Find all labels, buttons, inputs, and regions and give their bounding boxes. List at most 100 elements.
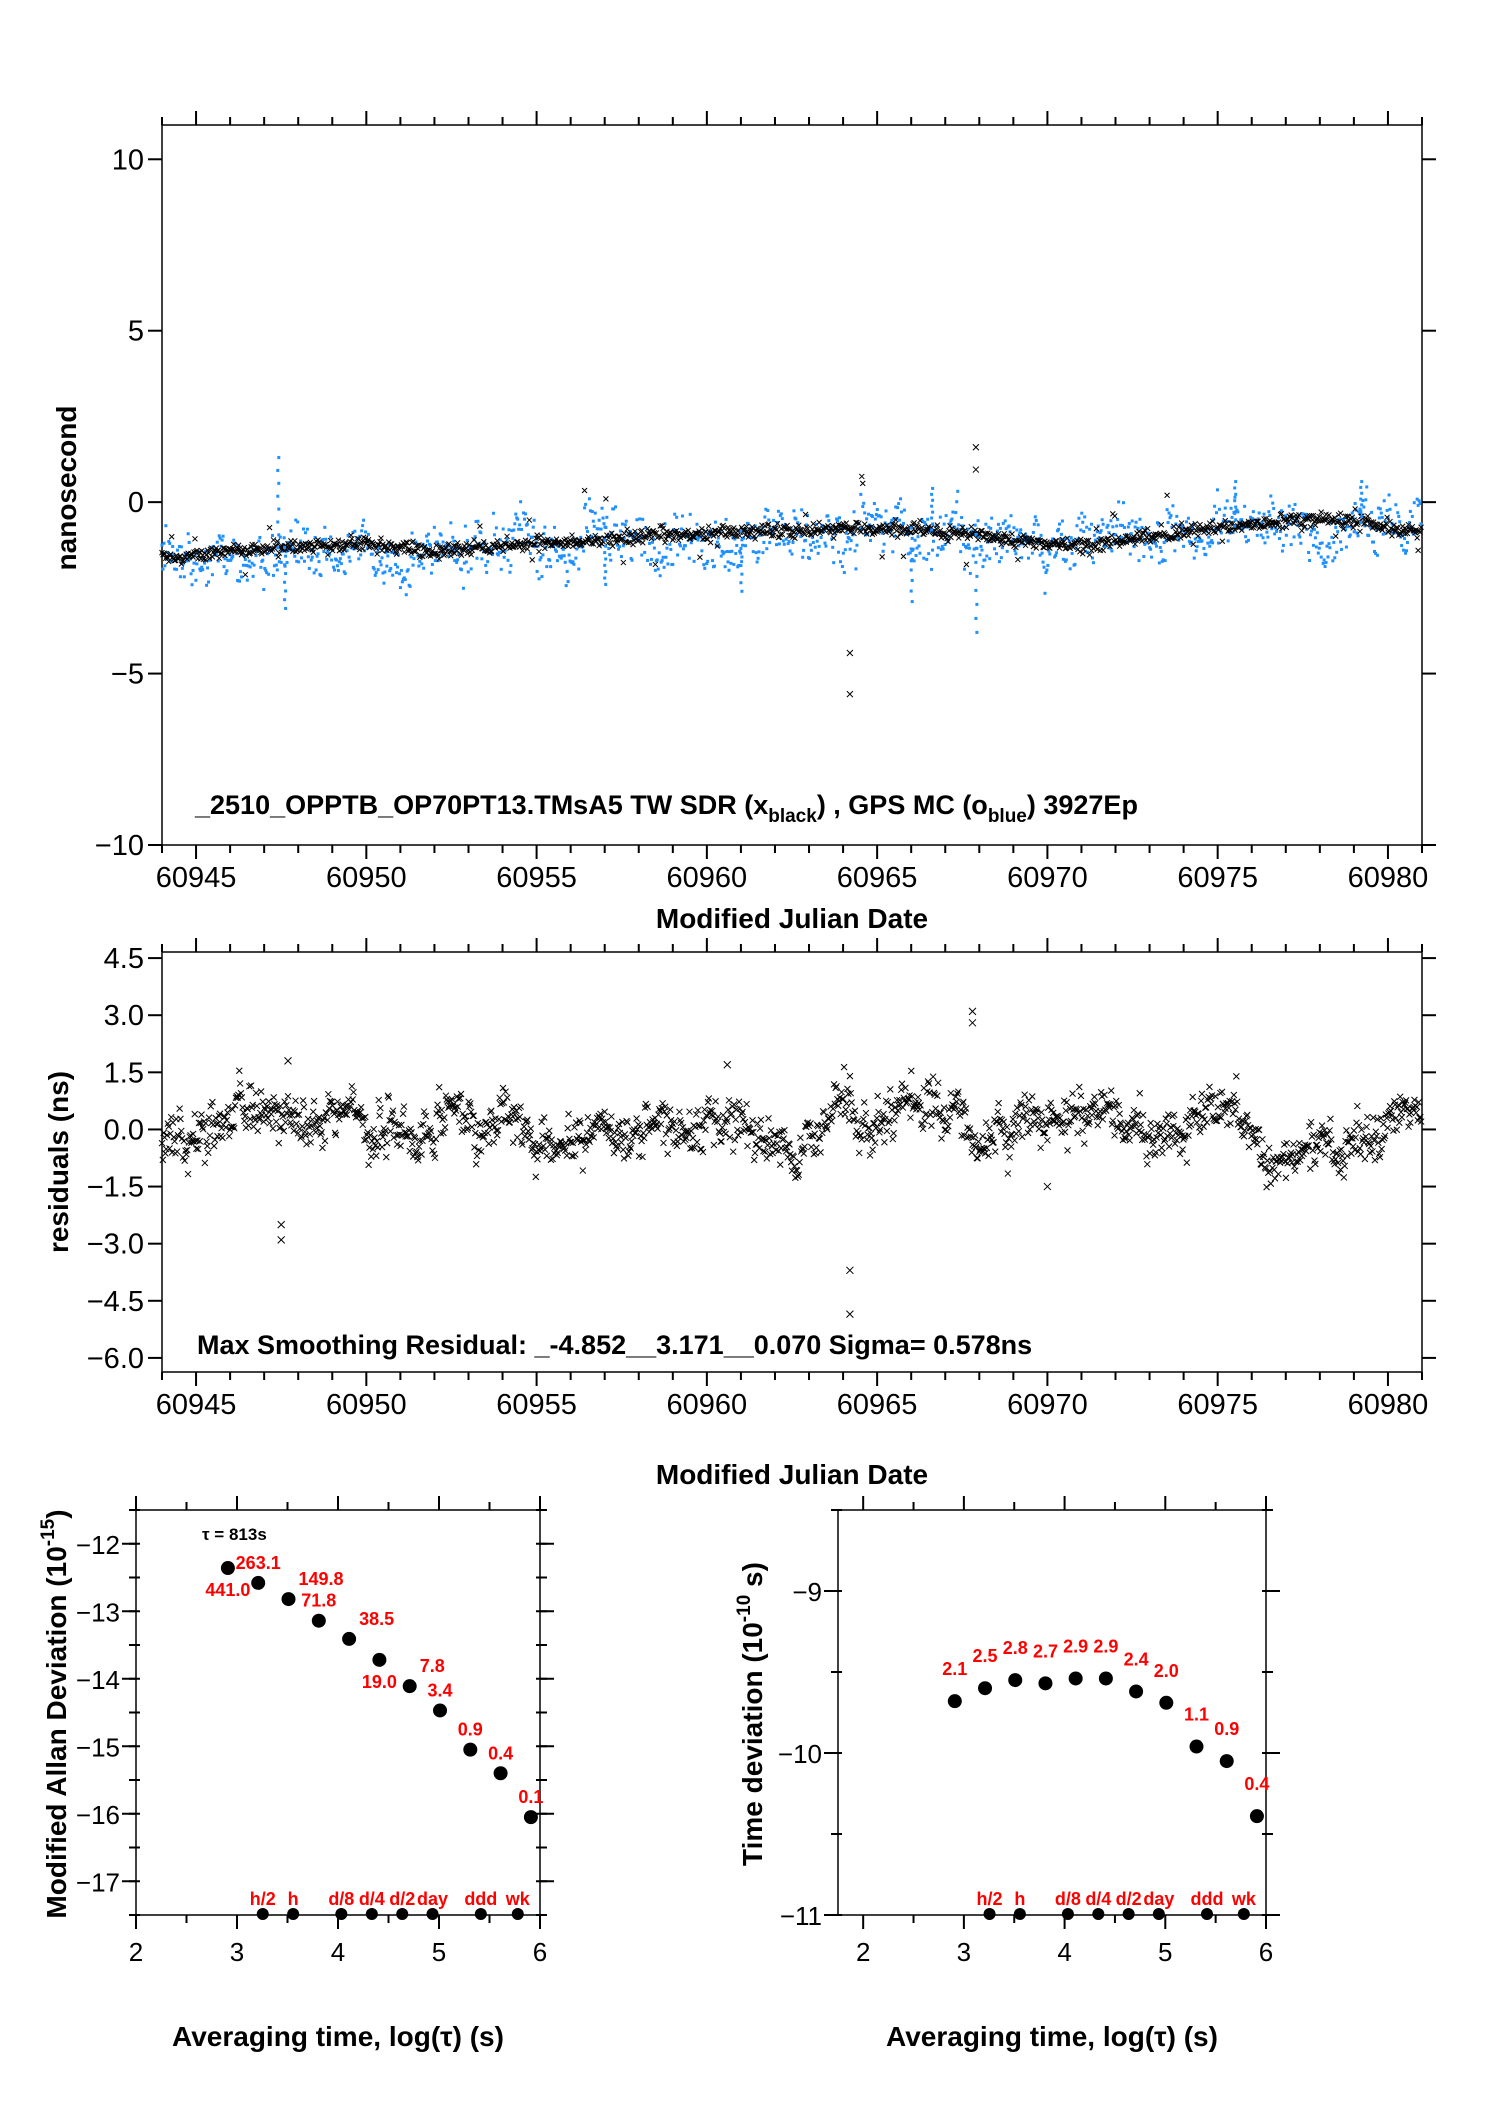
residual-point <box>1096 1113 1103 1121</box>
gps-point <box>994 533 998 537</box>
gps-point <box>179 545 183 549</box>
gps-point <box>467 544 471 548</box>
gps-point <box>481 542 485 546</box>
gps-point <box>1352 530 1356 534</box>
gps-point <box>990 516 994 520</box>
gps-point <box>717 545 721 549</box>
residual-point <box>790 1153 798 1161</box>
tw-point <box>1219 538 1226 545</box>
gps-point <box>1310 524 1314 528</box>
plot-frame <box>837 1509 1267 1916</box>
tw-point <box>426 546 433 553</box>
gps-point <box>1167 511 1171 515</box>
residual-point <box>361 1113 369 1121</box>
gps-point <box>1277 516 1281 520</box>
tw-point <box>896 524 903 531</box>
gps-point <box>1162 541 1166 545</box>
residual-point <box>1080 1140 1088 1147</box>
plot-frame <box>161 951 1423 1373</box>
gps-point <box>615 523 619 527</box>
gps-point <box>1372 540 1376 544</box>
residual-point <box>197 1119 204 1127</box>
tw-point <box>1301 524 1308 530</box>
gps-point <box>225 569 229 573</box>
residual-point <box>1340 1174 1348 1181</box>
gps-point <box>380 556 384 560</box>
gps-point <box>1287 504 1291 508</box>
x-tick-label: 60965 <box>837 862 918 894</box>
y-tick-label: 10 <box>112 144 144 176</box>
gps-point <box>1101 522 1105 526</box>
tw-point <box>947 523 953 529</box>
gps-point <box>449 521 453 525</box>
residual-point <box>308 1122 315 1130</box>
gps-point <box>399 568 403 572</box>
residual-point <box>448 1095 456 1103</box>
y-tick-label: −15 <box>76 1732 120 1762</box>
residual-point <box>1193 1119 1201 1126</box>
gps-point <box>893 534 897 538</box>
residual-point <box>1352 1134 1359 1141</box>
gps-point <box>1215 488 1219 492</box>
residual-point <box>313 1124 320 1132</box>
tw-point <box>206 555 213 562</box>
residual-point <box>750 1128 757 1136</box>
residual-point <box>215 1112 223 1120</box>
gps-point <box>623 523 627 527</box>
gps-point <box>1031 531 1035 535</box>
gps-point <box>922 556 926 560</box>
residual-point <box>1353 1102 1361 1110</box>
residual-point <box>333 1106 341 1114</box>
gps-point <box>762 540 766 544</box>
gps-point <box>1338 517 1342 521</box>
residual-point <box>1369 1114 1377 1121</box>
gps-point <box>791 540 795 544</box>
gps-point <box>336 568 340 572</box>
gps-point <box>1059 532 1063 536</box>
gps-point <box>865 517 869 521</box>
tw-point <box>774 520 781 527</box>
tw-point <box>324 552 331 558</box>
gps-point <box>984 522 988 526</box>
gps-point <box>1260 520 1264 524</box>
gps-point <box>778 513 782 517</box>
residual-point <box>1143 1160 1151 1168</box>
gps-point <box>476 519 480 523</box>
residual-point <box>422 1112 430 1120</box>
gps-point <box>215 540 219 544</box>
residual-point <box>1396 1093 1404 1101</box>
residual-point <box>189 1130 197 1138</box>
gps-point <box>641 517 645 521</box>
gps-point <box>503 549 507 553</box>
gps-point <box>1108 546 1112 550</box>
tau-marker-point <box>983 1908 996 1920</box>
gps-point <box>1005 549 1009 553</box>
residual-point <box>1149 1141 1157 1149</box>
tw-point <box>447 552 454 559</box>
residual-point <box>856 1132 864 1139</box>
residual-point <box>1044 1136 1051 1144</box>
residual-point <box>981 1150 989 1157</box>
gps-point <box>302 527 306 531</box>
gps-point <box>441 540 445 544</box>
gps-point <box>959 550 963 554</box>
deviation-point <box>947 1694 962 1709</box>
gps-point <box>806 513 810 517</box>
gps-point <box>1019 528 1023 532</box>
gps-point <box>849 539 853 543</box>
gps-point <box>737 563 741 567</box>
gps-point <box>941 547 945 551</box>
gps-point <box>1195 545 1199 549</box>
residual-point <box>235 1067 243 1075</box>
gps-point <box>1295 519 1299 523</box>
gps-point <box>416 554 420 558</box>
gps-point <box>899 497 903 501</box>
gps-point <box>1136 526 1140 530</box>
gps-point <box>838 560 842 564</box>
gps-point <box>983 558 987 562</box>
gps-spike-point <box>740 589 744 593</box>
gps-point <box>1142 555 1146 559</box>
residual-point <box>1011 1136 1018 1144</box>
residual-point <box>731 1136 739 1144</box>
residual-point <box>1144 1134 1152 1141</box>
